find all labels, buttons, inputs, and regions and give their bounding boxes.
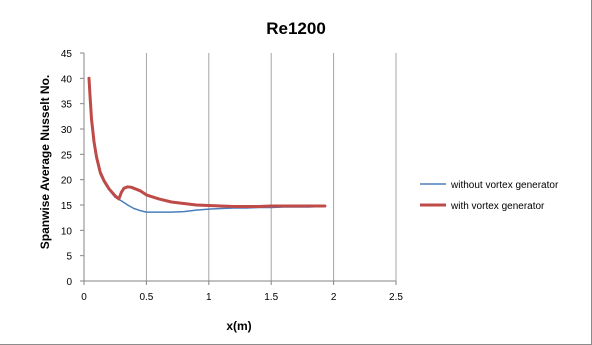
y-tick-label: 5 [66, 252, 72, 263]
y-tick-label: 0 [66, 277, 72, 288]
x-tick-label: 1.5 [264, 292, 278, 303]
y-tick-label: 10 [61, 226, 73, 237]
x-tick-label: 1 [206, 292, 212, 303]
y-tick-label: 45 [61, 49, 73, 60]
y-tick-label: 35 [61, 100, 73, 111]
series-lines [87, 76, 327, 213]
grid-lines [145, 53, 397, 281]
x-tick-label: 0 [81, 292, 87, 303]
chart-title: Re1200 [266, 19, 326, 38]
y-tick-label: 20 [61, 176, 73, 187]
axes: 0 0.5 1 1.5 2 2.5 0 5 10 15 20 25 30 35 40 45 [61, 49, 404, 303]
y-axis-label: Spanwise Average Nusselt No. [38, 75, 52, 250]
legend-label-2: with vortex generator [450, 201, 545, 212]
legend: without vortex generator with vortex gene… [420, 180, 559, 212]
x-axis-label: x(m) [226, 319, 251, 333]
x-tick-label: 2.5 [389, 292, 403, 303]
y-tick-label: 40 [61, 74, 73, 85]
y-tick-label: 25 [61, 150, 73, 161]
x-tick-label: 2 [331, 292, 337, 303]
series-line-1 [88, 77, 326, 213]
legend-label-1: without vortex generator [450, 180, 559, 191]
y-tick-label: 15 [61, 201, 73, 212]
y-tick-label: 30 [61, 125, 73, 136]
x-tick-label: 0.5 [139, 292, 153, 303]
series-line-2 [87, 76, 327, 208]
